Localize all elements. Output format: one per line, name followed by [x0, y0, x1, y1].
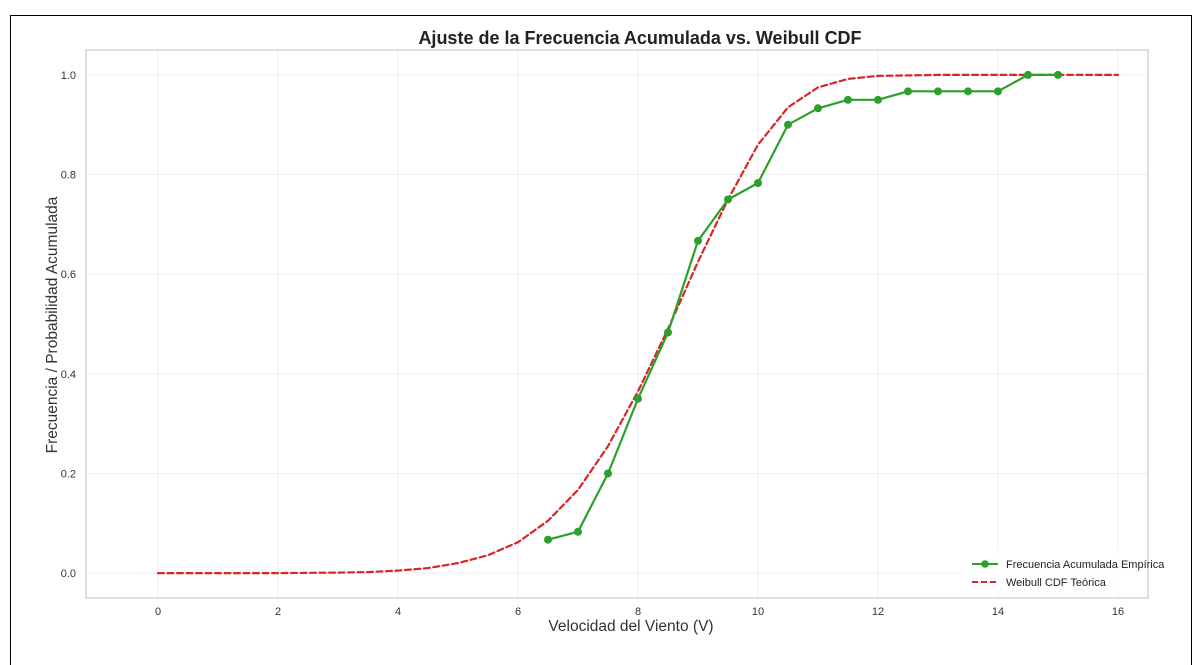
empirical-point — [1024, 70, 1032, 79]
x-tick-label: 0 — [155, 606, 161, 618]
y-tick-label: 0.6 — [61, 269, 76, 281]
empirical-point — [874, 95, 882, 104]
x-axis-ticks: 0 2 4 6 8 10 12 14 16 — [155, 606, 1124, 618]
legend-weibull-label: Weibull CDF Teórica — [1006, 577, 1107, 589]
grid-lines — [86, 50, 1148, 598]
series-layer — [156, 70, 1120, 575]
y-tick-label: 1.0 — [61, 70, 76, 82]
empirical-frequency-line — [546, 73, 1060, 541]
y-tick-label: 0.8 — [61, 170, 76, 182]
empirical-point — [604, 469, 612, 478]
x-tick-label: 10 — [752, 606, 764, 618]
x-tick-label: 4 — [395, 606, 401, 618]
chart-title: Ajuste de la Frecuencia Acumulada vs. We… — [418, 28, 861, 48]
legend-empirical-marker — [981, 560, 989, 568]
empirical-point — [694, 236, 702, 245]
empirical-point — [994, 87, 1002, 96]
empirical-point — [724, 195, 732, 204]
legend-empirical-label: Frecuencia Acumulada Empírica — [1006, 559, 1165, 571]
legend-box — [962, 550, 1146, 593]
empirical-point — [934, 87, 942, 96]
x-tick-label: 6 — [515, 606, 521, 618]
empirical-point — [964, 87, 972, 96]
empirical-point — [814, 104, 822, 113]
y-axis-ticks: 0.0 0.2 0.4 0.6 0.8 1.0 — [61, 70, 76, 580]
x-tick-label: 14 — [992, 606, 1004, 618]
empirical-point — [634, 394, 642, 403]
x-tick-label: 8 — [635, 606, 641, 618]
weibull-cdf-line — [156, 73, 1120, 575]
y-axis-label: Frecuencia / Probabilidad Acumulada — [44, 196, 61, 453]
x-tick-label: 12 — [872, 606, 884, 618]
legend: Frecuencia Acumulada Empírica Weibull CD… — [962, 550, 1165, 593]
empirical-point — [664, 328, 672, 337]
x-axis-label: Velocidad del Viento (V) — [548, 618, 713, 635]
plot-area — [85, 49, 1149, 599]
y-tick-label: 0.4 — [61, 369, 76, 381]
empirical-point — [904, 87, 912, 96]
empirical-point — [844, 95, 852, 104]
y-tick-label: 0.2 — [61, 468, 76, 480]
y-tick-label: 0.0 — [61, 568, 76, 580]
x-tick-label: 2 — [275, 606, 281, 618]
x-tick-label: 16 — [1112, 606, 1124, 618]
empirical-point — [1054, 70, 1062, 79]
empirical-point — [754, 179, 762, 188]
empirical-point — [544, 535, 552, 544]
empirical-point — [574, 527, 582, 536]
empirical-point — [784, 120, 792, 129]
